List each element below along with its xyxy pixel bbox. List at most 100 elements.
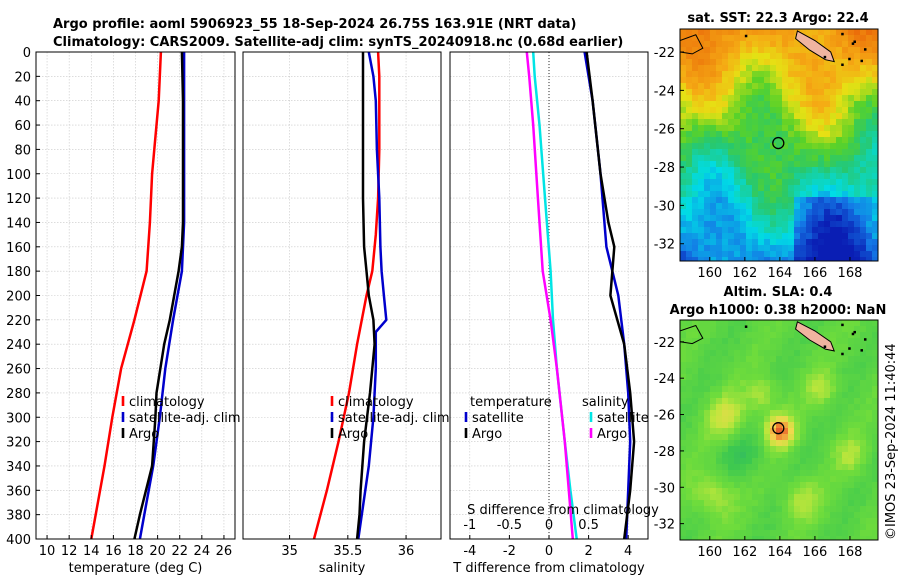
map-cell <box>842 167 849 174</box>
map-cell <box>704 191 711 198</box>
map-cell <box>698 215 705 222</box>
map-cell <box>782 173 789 180</box>
map-cell <box>866 179 873 186</box>
map-cell <box>872 404 878 411</box>
map-cell <box>794 239 801 246</box>
map-cell <box>794 380 801 387</box>
map-cell <box>704 482 711 489</box>
map-cell <box>800 221 807 228</box>
map-cell <box>860 35 867 42</box>
map-cell <box>692 410 699 417</box>
map-cell <box>734 143 741 150</box>
map-cell <box>692 59 699 66</box>
map-cell <box>872 344 878 351</box>
map-cell <box>842 239 849 246</box>
map-cell <box>872 41 878 48</box>
map-cell <box>800 410 807 417</box>
map-cell <box>800 251 807 258</box>
map-cell <box>728 179 735 186</box>
map-cell <box>680 422 687 429</box>
map-cell <box>692 131 699 138</box>
map-cell <box>836 53 843 60</box>
map-cell <box>722 65 729 72</box>
map-cell <box>788 65 795 72</box>
map-cell <box>734 488 741 495</box>
map-cell <box>680 416 687 423</box>
map-cell <box>770 233 777 240</box>
map-cell <box>686 350 693 357</box>
map-cell <box>758 458 765 465</box>
map-cell <box>788 344 795 351</box>
map-cell <box>836 227 843 234</box>
map-cell <box>806 422 813 429</box>
map-cell <box>812 446 819 453</box>
map-cell <box>830 380 837 387</box>
map-x-tick-label: 164 <box>767 266 792 281</box>
map-cell <box>836 350 843 357</box>
map-cell <box>794 368 801 375</box>
map-cell <box>758 245 765 252</box>
map-cell <box>734 356 741 363</box>
map-cell <box>746 137 753 144</box>
map-cell <box>806 233 813 240</box>
map-x-tick-label: 162 <box>732 545 757 560</box>
map-cell <box>728 113 735 120</box>
map-cell <box>764 446 771 453</box>
map-cell <box>782 332 789 339</box>
map-cell <box>782 518 789 525</box>
map-cell <box>872 77 878 84</box>
map-cell <box>734 428 741 435</box>
map-cell <box>872 410 878 417</box>
map-cell <box>806 83 813 90</box>
map-cell <box>728 53 735 60</box>
map-cell <box>752 524 759 531</box>
map-cell <box>704 95 711 102</box>
map-cell <box>842 233 849 240</box>
map-cell <box>764 398 771 405</box>
map-cell <box>698 155 705 162</box>
map-cell <box>782 179 789 186</box>
map-cell <box>680 77 687 84</box>
map-cell <box>698 398 705 405</box>
map-cell <box>788 512 795 519</box>
map-cell <box>752 458 759 465</box>
map-cell <box>686 530 693 537</box>
map-cell <box>698 125 705 132</box>
map-cell <box>842 332 849 339</box>
map-cell <box>722 536 729 540</box>
map-cell <box>764 155 771 162</box>
map-cell <box>692 35 699 42</box>
map-cell <box>758 380 765 387</box>
island-dot <box>744 325 748 328</box>
map-cell <box>716 500 723 507</box>
map-cell <box>818 428 825 435</box>
map-cell <box>812 221 819 228</box>
map-cell <box>710 374 717 381</box>
map-cell <box>806 77 813 84</box>
map-cell <box>806 374 813 381</box>
map-cell <box>776 422 783 429</box>
map-cell <box>716 251 723 258</box>
map-cell <box>824 257 831 261</box>
map-cell <box>770 203 777 210</box>
map-cell <box>758 233 765 240</box>
map-cell <box>872 368 878 375</box>
legend-label: Argo <box>472 427 502 442</box>
map-cell <box>854 251 861 258</box>
map-cell <box>704 203 711 210</box>
argo-position-marker <box>772 422 785 435</box>
map-cell <box>806 398 813 405</box>
map-cell <box>812 452 819 459</box>
map-cell <box>836 191 843 198</box>
map-cell <box>854 464 861 471</box>
map-cell <box>830 416 837 423</box>
map-cell <box>716 464 723 471</box>
map-cell <box>800 149 807 156</box>
map-cell <box>872 257 878 261</box>
map-cell <box>764 476 771 483</box>
map-cell <box>782 203 789 210</box>
map-cell <box>854 470 861 477</box>
legend-title-temperature: temperature <box>470 395 552 410</box>
map-cell <box>680 350 687 357</box>
map-cell <box>836 524 843 531</box>
